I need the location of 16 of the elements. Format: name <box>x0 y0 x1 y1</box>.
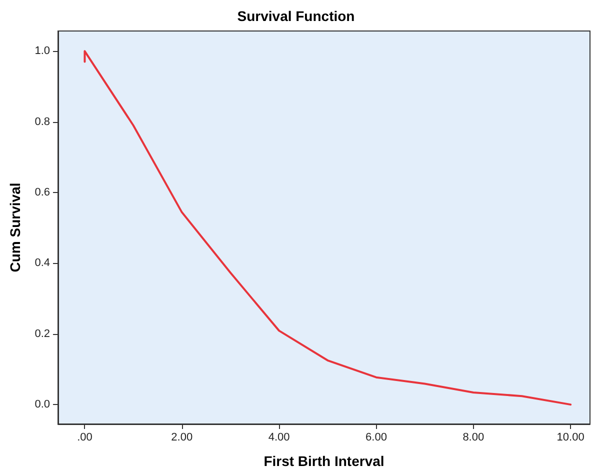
y-tick-label: 0.2 <box>34 328 50 340</box>
x-tick-label: 2.00 <box>171 432 193 444</box>
y-tick-label: 0.0 <box>34 398 50 411</box>
line-series <box>84 50 572 406</box>
x-axis-title: First Birth Interval <box>264 453 384 469</box>
x-tick-label: 4.00 <box>268 432 290 444</box>
y-tick-label: 0.8 <box>34 116 50 128</box>
y-axis-title: Cum Survival <box>7 182 23 272</box>
x-tick-label: 10.00 <box>556 432 584 444</box>
x-tick-label: 6.00 <box>366 432 387 444</box>
x-tick-label: .00 <box>77 432 92 444</box>
y-tick-label: 1.0 <box>34 45 50 58</box>
y-tick-label: 0.6 <box>34 186 50 199</box>
y-tick-label: 0.4 <box>34 257 50 270</box>
chart-title: Survival Function <box>237 8 355 24</box>
x-tick-label: 8.00 <box>462 432 484 444</box>
